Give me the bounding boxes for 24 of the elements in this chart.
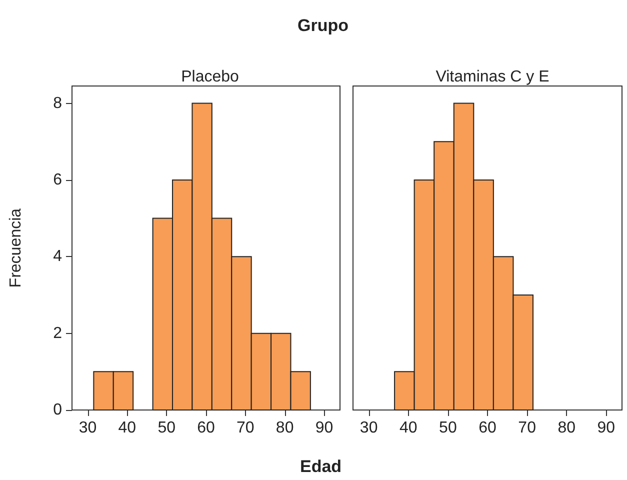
- y-tick-label: 2: [53, 324, 62, 342]
- x-tick-label: 90: [315, 420, 334, 436]
- x-tick-label: 60: [197, 420, 215, 436]
- x-tick-label: 40: [399, 420, 418, 436]
- y-tick-label: 6: [53, 171, 62, 188]
- x-axis-title: Edad: [300, 457, 342, 476]
- x-tick-label: 30: [78, 420, 97, 436]
- x-tick-label: 40: [118, 420, 136, 436]
- x-tick-label: 70: [236, 420, 254, 436]
- x-tick-label: 50: [158, 420, 176, 436]
- chart-title: Placebo: [181, 68, 240, 86]
- y-tick-label: 0: [53, 402, 62, 418]
- x-tick-label: 70: [518, 420, 536, 436]
- y-tick-label: 4: [53, 248, 62, 266]
- x-tick-label: 90: [597, 420, 616, 436]
- x-tick-label: 30: [360, 420, 378, 436]
- x-tick-label: 60: [478, 420, 496, 436]
- chart-title: Vitaminas C y E: [436, 68, 550, 86]
- text: Grupo: [298, 16, 348, 35]
- y-axis-title: Frecuencia: [8, 208, 24, 288]
- x-tick-label: 80: [558, 420, 576, 436]
- x-tick-label: 50: [439, 420, 457, 436]
- x-tick-label: 80: [276, 420, 294, 436]
- y-tick-label: 8: [53, 94, 62, 112]
